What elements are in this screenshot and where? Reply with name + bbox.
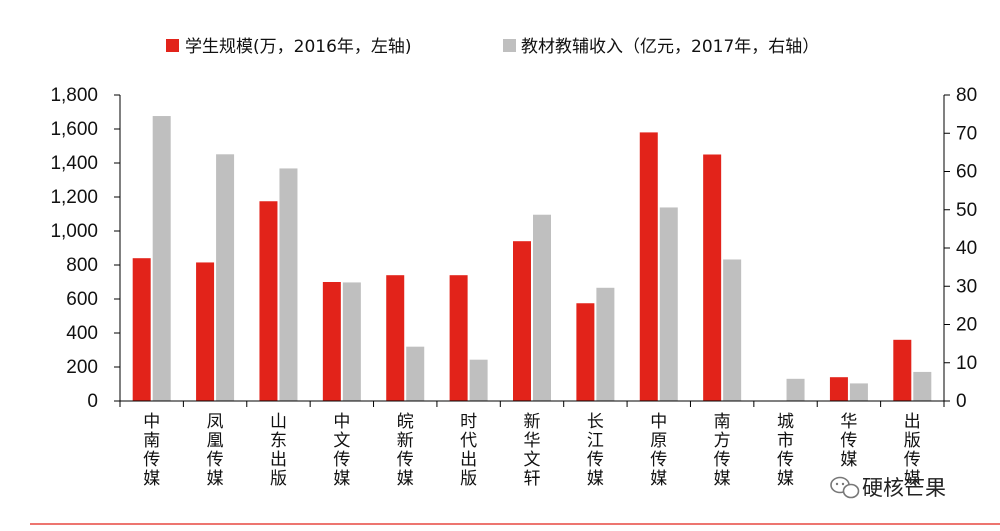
bar-student-scale <box>703 154 722 401</box>
bar-student-scale <box>576 303 595 401</box>
left-tick-label: 1,400 <box>50 153 98 174</box>
legend-label-revenue: 教材教辅收入（亿元，2017年，右轴） <box>521 37 819 57</box>
bar-textbook-revenue <box>342 282 361 401</box>
category-label: 新华文轩 <box>524 412 541 489</box>
category-label: 山东出版 <box>270 412 287 489</box>
left-axis: 0 200 400 600 800 1,000 1,200 1,400 1,600 1,800 <box>50 85 121 412</box>
bar-student-scale <box>386 275 405 401</box>
watermark: 硬核芒果 <box>830 476 946 500</box>
bar-textbook-revenue <box>279 168 298 401</box>
category-label: 出版传媒 <box>904 412 921 489</box>
category-label: 皖新传媒 <box>397 412 414 489</box>
category-label: 凤凰传媒 <box>207 412 224 489</box>
left-tick-label: 1,800 <box>50 85 98 106</box>
right-tick-label: 50 <box>956 200 977 221</box>
bar-textbook-revenue <box>216 154 235 401</box>
bar-textbook-revenue <box>786 378 805 401</box>
legend-swatch-students <box>166 39 179 52</box>
left-tick-label: 1,200 <box>50 187 98 208</box>
right-tick-label: 70 <box>956 123 977 144</box>
watermark-text: 硬核芒果 <box>862 476 946 500</box>
right-tick-label: 40 <box>956 238 977 259</box>
left-tick-label: 400 <box>66 323 98 344</box>
bar-student-scale <box>639 132 658 401</box>
right-tick-label: 60 <box>956 162 977 183</box>
bar-student-scale <box>829 377 848 401</box>
bar-textbook-revenue <box>659 207 678 401</box>
bar-textbook-revenue <box>469 359 488 401</box>
bar-student-scale <box>259 201 278 401</box>
bar-student-scale <box>132 258 151 401</box>
bar-student-scale <box>196 262 215 401</box>
bar-student-scale <box>322 282 341 401</box>
right-tick-label: 80 <box>956 85 977 106</box>
bar-student-scale <box>893 339 912 401</box>
bar-textbook-revenue <box>849 383 868 401</box>
category-label: 时代出版 <box>460 412 477 489</box>
bar-textbook-revenue <box>723 259 742 401</box>
bar-student-scale <box>449 275 468 401</box>
right-tick-label: 30 <box>956 276 977 297</box>
category-label: 南方传媒 <box>714 412 731 489</box>
left-tick-label: 800 <box>66 255 98 276</box>
category-label: 华传媒 <box>840 412 857 470</box>
legend: 学生规模(万，2016年，左轴) 教材教辅收入（亿元，2017年，右轴） <box>166 37 819 57</box>
legend-swatch-revenue <box>503 39 516 52</box>
bars <box>132 116 932 401</box>
bar-student-scale <box>513 241 531 401</box>
right-axis: 0 10 20 30 40 50 60 70 80 <box>943 85 977 412</box>
left-tick-label: 1,600 <box>50 119 98 140</box>
legend-label-students: 学生规模(万，2016年，左轴) <box>185 37 412 57</box>
left-tick-label: 1,000 <box>50 221 98 242</box>
wechat-icon <box>830 476 860 499</box>
left-tick-label: 0 <box>87 391 98 412</box>
right-tick-label: 0 <box>956 391 967 412</box>
category-label: 中文传媒 <box>333 412 350 489</box>
category-label: 长江传媒 <box>587 412 604 489</box>
x-axis: 中南传媒 凤凰传媒 山东出版 中文传媒 皖新传媒 时代出版 新华文轩 长江传媒 中原传媒 南方传媒… <box>119 400 945 489</box>
category-label: 中原传媒 <box>650 412 667 489</box>
bar-textbook-revenue <box>533 214 551 401</box>
bar-textbook-revenue <box>406 346 425 401</box>
right-tick-label: 20 <box>956 315 977 336</box>
left-tick-label: 600 <box>66 289 98 310</box>
bar-textbook-revenue <box>596 287 615 401</box>
bar-textbook-revenue <box>913 371 932 401</box>
left-tick-label: 200 <box>66 357 98 378</box>
bar-textbook-revenue <box>152 116 171 401</box>
category-label: 城市传媒 <box>777 412 794 489</box>
category-label: 中南传媒 <box>143 412 160 489</box>
right-tick-label: 10 <box>956 353 977 374</box>
